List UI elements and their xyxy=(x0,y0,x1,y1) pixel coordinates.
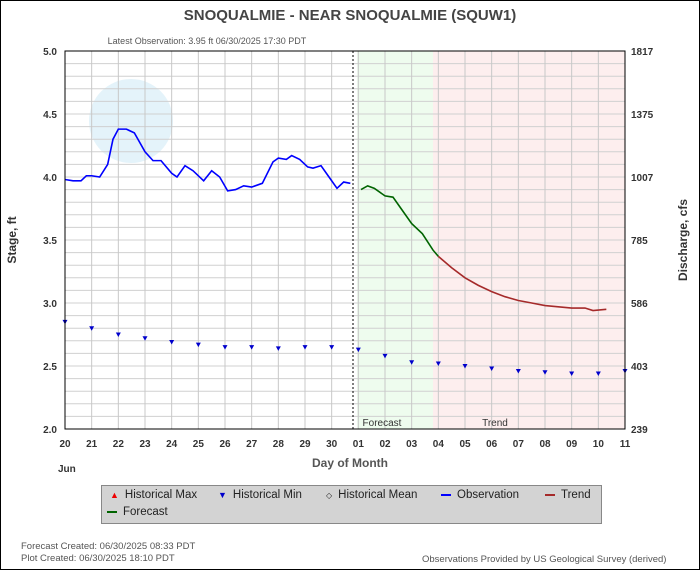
legend-forecast: Forecast xyxy=(107,506,168,518)
y2-tick-label: 1007 xyxy=(631,173,654,184)
credit: Observations Provided by US Geological S… xyxy=(422,554,667,565)
plot-border xyxy=(64,50,626,430)
x-tick-label: 29 xyxy=(299,439,311,450)
historical-min-marker xyxy=(249,345,255,350)
x-tick-label: 06 xyxy=(486,439,498,450)
x-tick-label: 03 xyxy=(406,439,418,450)
y2-tick-label: 785 xyxy=(631,236,648,247)
historical-min-marker xyxy=(462,364,468,369)
legend-historical-mean: ◇ Historical Mean xyxy=(326,489,418,501)
green-line-icon xyxy=(107,511,117,513)
historical-min-marker xyxy=(409,360,415,365)
historical-min-marker xyxy=(275,346,281,351)
historical-min-marker xyxy=(195,342,201,348)
blue-triangle-down-icon: ▼ xyxy=(218,490,227,500)
y-tick-label: 2.5 xyxy=(43,362,57,373)
x-tick-label: 08 xyxy=(539,439,551,450)
y2-tick-label: 239 xyxy=(631,425,648,436)
historical-min-marker xyxy=(435,361,441,366)
y2-tick-label: 1375 xyxy=(631,110,654,121)
x-tick-label: 20 xyxy=(59,439,71,450)
legend-historical-min: ▼ Historical Min xyxy=(218,489,302,501)
y-tick-label: 5.0 xyxy=(43,47,57,58)
diamond-icon: ◇ xyxy=(326,490,333,500)
y-tick-label: 4.5 xyxy=(43,110,57,121)
plot-created: Plot Created: 06/30/2025 18:10 PDT xyxy=(21,553,175,564)
y2-tick-label: 586 xyxy=(631,299,648,310)
legend-trend: Trend xyxy=(545,489,591,501)
month-label: Jun xyxy=(58,464,76,475)
x-tick-label: 28 xyxy=(273,439,285,450)
series-observation xyxy=(64,128,351,192)
historical-min-marker xyxy=(142,336,148,341)
x-tick-label: 11 xyxy=(620,439,631,450)
historical-min-marker xyxy=(222,345,228,350)
y-tick-label: 3.5 xyxy=(43,236,57,247)
historical-min-marker xyxy=(115,332,121,337)
x-tick-label: 30 xyxy=(326,439,338,450)
y2-axis-label: Discharge, cfs xyxy=(676,199,690,281)
x-tick-label: 22 xyxy=(113,439,125,450)
series-forecast xyxy=(360,184,439,257)
x-tick-label: 24 xyxy=(166,439,178,450)
x-tick-label: 23 xyxy=(139,439,151,450)
noaa-logo xyxy=(89,79,173,163)
blue-line-icon xyxy=(441,494,451,496)
x-tick-label: 27 xyxy=(246,439,258,450)
y2-tick-label: 403 xyxy=(631,362,648,373)
x-tick-label: 04 xyxy=(433,439,445,450)
chart-title: SNOQUALMIE - NEAR SNOQUALMIE (SQUW1) xyxy=(184,7,517,24)
red-triangle-icon: ▲ xyxy=(110,490,119,500)
brown-line-icon xyxy=(545,494,555,496)
x-tick-label: 09 xyxy=(566,439,578,450)
legend-observation: Observation xyxy=(441,489,519,501)
historical-min-marker xyxy=(169,340,175,345)
y-axis-label: Stage, ft xyxy=(5,216,19,263)
y-tick-label: 3.0 xyxy=(43,299,57,310)
historical-min-marker xyxy=(382,353,388,359)
historical-min-marker xyxy=(542,370,548,375)
historical-min-marker xyxy=(355,347,361,353)
trend-region-label: Trend xyxy=(482,418,508,429)
historical-min-marker xyxy=(329,345,335,350)
x-axis-label: Day of Month xyxy=(312,456,388,470)
y-tick-label: 2.0 xyxy=(43,425,57,436)
forecast-region-label: Forecast xyxy=(363,418,402,429)
x-tick-label: 26 xyxy=(219,439,231,450)
historical-min-marker xyxy=(515,369,521,374)
x-tick-label: 05 xyxy=(459,439,471,450)
latest-observation: Latest Observation: 3.95 ft 06/30/2025 1… xyxy=(108,36,307,46)
x-tick-label: 25 xyxy=(193,439,205,450)
y-tick-label: 4.0 xyxy=(43,173,57,184)
historical-min-marker xyxy=(89,326,95,331)
x-tick-label: 01 xyxy=(353,439,365,450)
historical-min-marker xyxy=(489,366,495,372)
historical-min-marker xyxy=(595,371,601,377)
forecast-created: Forecast Created: 06/30/2025 08:33 PDT xyxy=(21,541,196,552)
y2-tick-label: 1817 xyxy=(631,47,654,58)
legend: ▲ Historical Max ▼ Historical Min ◇ Histori… xyxy=(101,485,602,524)
x-tick-label: 02 xyxy=(379,439,391,450)
legend-historical-max: ▲ Historical Max xyxy=(110,489,198,501)
historical-min-marker xyxy=(302,345,308,350)
x-tick-label: 10 xyxy=(593,439,605,450)
series-trend xyxy=(437,255,607,312)
x-tick-label: 07 xyxy=(513,439,525,450)
x-tick-label: 21 xyxy=(86,439,98,450)
historical-min-marker xyxy=(569,371,575,377)
